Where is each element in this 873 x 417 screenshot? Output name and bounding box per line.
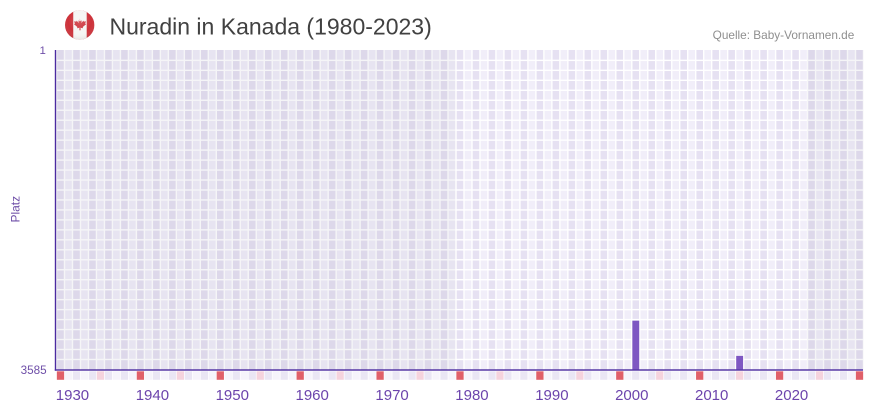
svg-text:3585: 3585 [21, 364, 48, 377]
svg-text:1930: 1930 [56, 387, 89, 404]
svg-text:2020: 2020 [775, 387, 808, 404]
svg-text:1980: 1980 [455, 387, 488, 404]
svg-text:1990: 1990 [535, 387, 568, 404]
svg-text:Nuradin in Kanada (1980-2023): Nuradin in Kanada (1980-2023) [110, 13, 432, 39]
svg-text:2000: 2000 [615, 387, 648, 404]
svg-text:2010: 2010 [695, 387, 728, 404]
svg-text:1: 1 [39, 45, 45, 57]
svg-text:1960: 1960 [295, 387, 328, 404]
svg-text:1950: 1950 [216, 387, 249, 404]
svg-text:Quelle: Baby-Vornamen.de: Quelle: Baby-Vornamen.de [713, 28, 855, 42]
svg-text:Platz: Platz [8, 196, 22, 223]
svg-text:1940: 1940 [136, 387, 169, 404]
svg-text:1970: 1970 [375, 387, 408, 404]
